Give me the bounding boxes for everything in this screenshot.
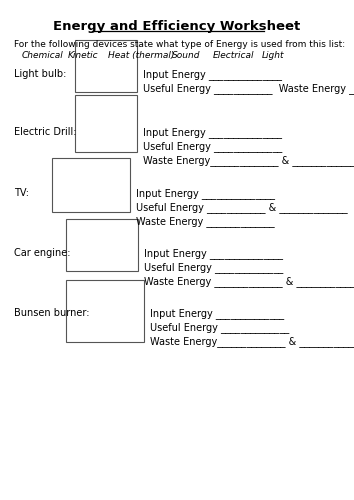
Text: Input Energy _______________: Input Energy _______________ <box>143 127 282 138</box>
Text: Energy and Efficiency Worksheet: Energy and Efficiency Worksheet <box>53 20 301 33</box>
Text: Waste Energy______________ & ______________: Waste Energy______________ & ___________… <box>143 155 354 166</box>
Text: Kinetic: Kinetic <box>68 51 99 60</box>
Text: Electrical: Electrical <box>213 51 255 60</box>
Bar <box>75 95 137 152</box>
Text: Waste Energy ______________: Waste Energy ______________ <box>136 216 275 227</box>
Text: Bunsen burner:: Bunsen burner: <box>14 308 90 318</box>
Bar <box>66 280 144 342</box>
Text: Useful Energy ______________: Useful Energy ______________ <box>144 262 283 273</box>
Bar <box>52 158 130 212</box>
Text: Input Energy _______________: Input Energy _______________ <box>143 69 282 80</box>
Text: For the following devices state what type of Energy is used from this list:: For the following devices state what typ… <box>14 40 345 49</box>
Text: Waste Energy ______________ & ______________: Waste Energy ______________ & __________… <box>144 276 354 287</box>
Text: Input Energy ______________: Input Energy ______________ <box>150 308 284 319</box>
Text: Sound: Sound <box>172 51 200 60</box>
Text: Useful Energy ______________: Useful Energy ______________ <box>150 322 289 333</box>
Text: Input Energy _______________: Input Energy _______________ <box>136 188 275 199</box>
Text: Input Energy _______________: Input Energy _______________ <box>144 248 283 259</box>
Text: Electric Drill:: Electric Drill: <box>14 127 76 137</box>
Bar <box>75 40 137 92</box>
Text: TV:: TV: <box>14 188 29 198</box>
Text: Car engine:: Car engine: <box>14 248 70 258</box>
Text: Useful Energy ____________ & ______________: Useful Energy ____________ & ___________… <box>136 202 348 213</box>
Text: Heat (thermal): Heat (thermal) <box>108 51 175 60</box>
Text: Useful Energy ______________: Useful Energy ______________ <box>143 141 282 152</box>
Text: Light: Light <box>262 51 285 60</box>
Text: Light bulb:: Light bulb: <box>14 69 67 79</box>
Text: Chemical: Chemical <box>22 51 64 60</box>
Text: Waste Energy______________ & ______________: Waste Energy______________ & ___________… <box>150 336 354 347</box>
Bar <box>66 219 138 271</box>
Text: Useful Energy ____________  Waste Energy ___________: Useful Energy ____________ Waste Energy … <box>143 83 354 94</box>
